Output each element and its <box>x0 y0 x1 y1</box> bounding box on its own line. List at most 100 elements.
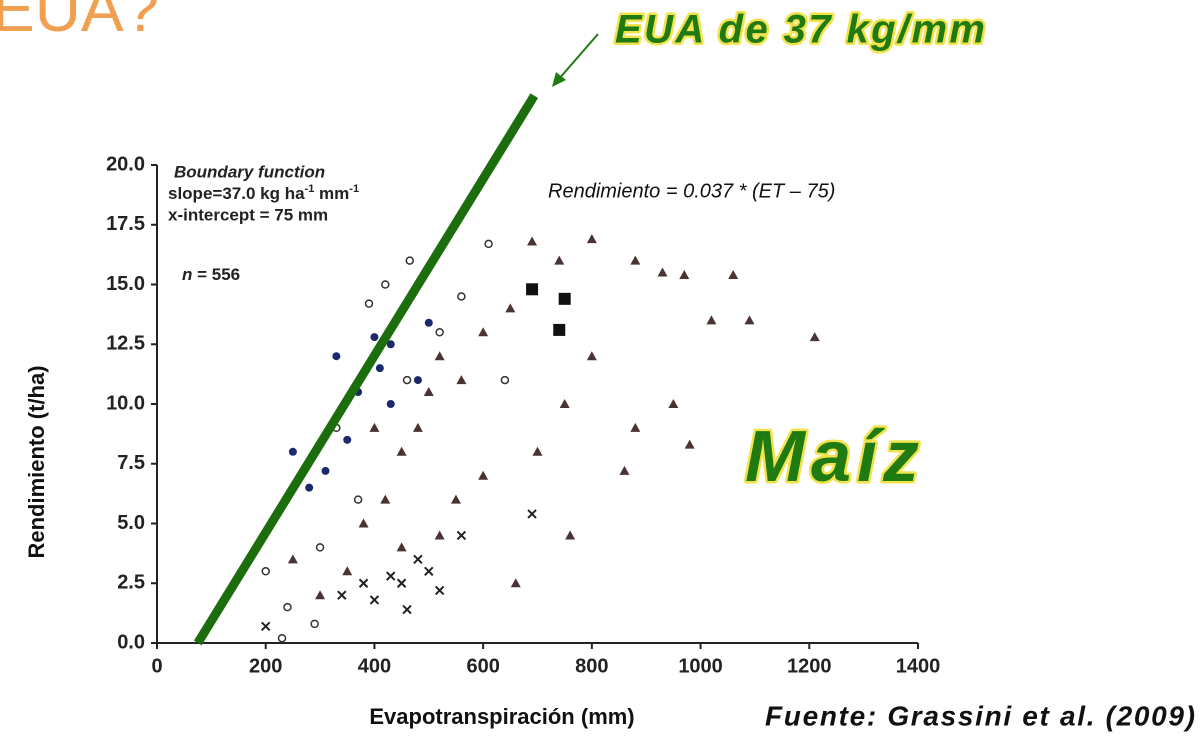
point <box>277 633 287 643</box>
point <box>728 269 739 279</box>
point <box>478 327 489 337</box>
point <box>342 566 353 576</box>
point <box>706 315 717 325</box>
equation: Rendimiento = 0.037 * (ET – 75) <box>548 180 835 202</box>
point <box>630 255 641 265</box>
point <box>386 400 395 408</box>
point <box>310 619 319 629</box>
x-tick-label: 1400 <box>896 655 941 677</box>
point <box>396 446 407 456</box>
point <box>381 280 390 289</box>
x-tick-label: 600 <box>466 655 499 677</box>
intercept-text: x-intercept = 75 mm <box>168 205 328 224</box>
point <box>619 465 630 475</box>
point <box>405 256 415 265</box>
point <box>402 375 412 385</box>
point <box>434 530 445 540</box>
x-tick-label: 200 <box>249 655 282 677</box>
x-tick-label: 400 <box>358 655 391 677</box>
y-tick-label: 0.0 <box>117 631 145 653</box>
x-tick-label: 1000 <box>678 655 723 677</box>
point <box>558 292 571 305</box>
x-axis-label: Evapotranspiración (mm) <box>369 704 634 729</box>
source: Fuente: Grassini et al. (2009) <box>765 700 1195 731</box>
point <box>396 542 407 552</box>
point <box>457 292 466 301</box>
point <box>337 590 347 600</box>
point <box>380 494 391 504</box>
point <box>283 602 292 612</box>
point <box>553 323 566 336</box>
point <box>413 376 422 385</box>
point <box>809 332 820 342</box>
point <box>369 422 380 432</box>
point <box>456 375 467 385</box>
point <box>358 518 369 528</box>
point <box>315 543 325 552</box>
point <box>434 351 445 361</box>
point <box>396 578 407 588</box>
point <box>510 578 521 588</box>
point <box>305 483 314 492</box>
point <box>386 340 395 349</box>
point <box>456 530 467 541</box>
point <box>343 435 352 444</box>
point <box>261 567 270 576</box>
point <box>261 621 271 631</box>
point <box>450 494 461 504</box>
point <box>744 315 755 325</box>
point <box>434 585 445 596</box>
point <box>565 530 576 540</box>
point <box>369 595 380 605</box>
point <box>657 267 668 277</box>
point <box>358 578 369 588</box>
y-axis-label: Rendimiento (t/ha) <box>24 365 49 558</box>
y-tick-label: 15.0 <box>106 273 145 295</box>
point <box>287 554 298 564</box>
point <box>435 328 444 337</box>
crop-label: Maíz <box>745 417 925 497</box>
point <box>424 566 434 577</box>
arrow <box>557 33 599 81</box>
point <box>413 554 423 565</box>
arrow-head <box>552 72 566 87</box>
boundary-line <box>193 93 539 646</box>
box-title: Boundary function <box>174 162 325 181</box>
x-tick-label: 1200 <box>787 655 832 677</box>
point <box>668 399 679 408</box>
point <box>478 470 489 480</box>
y-tick-label: 5.0 <box>117 512 145 534</box>
point <box>315 590 326 600</box>
point <box>586 351 597 361</box>
point <box>527 509 537 519</box>
point <box>684 439 695 449</box>
point <box>353 495 363 504</box>
point <box>423 387 434 397</box>
point <box>559 399 570 408</box>
point <box>505 303 516 313</box>
point <box>532 446 543 456</box>
point <box>484 239 493 249</box>
point <box>586 234 597 244</box>
slope-text: slope=37.0 kg ha-1 mm-1 <box>168 183 359 204</box>
y-tick-label: 10.0 <box>106 392 145 414</box>
point <box>554 255 565 265</box>
point <box>526 283 539 296</box>
x-tick-label: 800 <box>575 655 608 677</box>
point <box>288 447 297 456</box>
point <box>424 318 433 327</box>
n-text: n = 556 <box>182 265 240 284</box>
point <box>630 422 641 432</box>
point <box>412 422 423 432</box>
point <box>364 299 374 308</box>
point <box>402 604 412 615</box>
y-tick-label: 2.5 <box>117 572 145 594</box>
slide-title: EUA? <box>0 0 159 45</box>
point <box>370 333 379 342</box>
y-tick-label: 7.5 <box>117 452 145 474</box>
point <box>321 466 330 475</box>
y-tick-label: 17.5 <box>106 213 145 235</box>
point <box>375 364 384 373</box>
